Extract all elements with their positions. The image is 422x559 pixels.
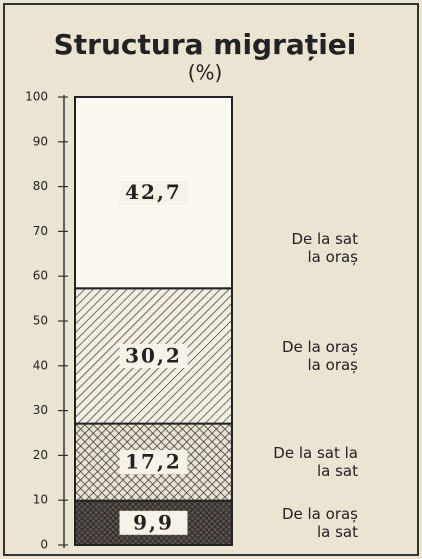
- value-label-box: [119, 343, 188, 368]
- value-label: 42,7: [125, 180, 182, 204]
- y-tick-label: 60: [33, 269, 48, 283]
- value-label: 9,9: [133, 510, 174, 534]
- value-label-box: [119, 510, 188, 535]
- legend-label: De la oraș la oraș: [281, 337, 358, 374]
- chart-subtitle: (%): [188, 61, 223, 85]
- legend-label: De la sat la la sat: [273, 444, 358, 481]
- y-tick-label: 100: [25, 90, 48, 104]
- y-tick-label: 80: [33, 179, 48, 193]
- chart-title: Structura migrației: [54, 28, 357, 61]
- frame: [3, 3, 419, 556]
- value-label-box: [119, 180, 188, 205]
- value-label: 17,2: [125, 450, 182, 474]
- y-tick-label: 10: [33, 493, 48, 507]
- y-tick-label: 90: [33, 134, 48, 148]
- legend-label: De la sat la oraș: [291, 229, 358, 266]
- y-tick-label: 20: [33, 448, 48, 462]
- y-tick-label: 0: [40, 538, 48, 552]
- y-tick-label: 70: [33, 224, 48, 238]
- legend-label: De la oraș la sat: [281, 504, 358, 541]
- y-tick-label: 40: [33, 358, 48, 372]
- value-label: 30,2: [125, 343, 182, 367]
- y-tick-label: 30: [33, 403, 48, 417]
- y-tick-label: 50: [33, 314, 48, 328]
- value-label-box: [119, 450, 188, 475]
